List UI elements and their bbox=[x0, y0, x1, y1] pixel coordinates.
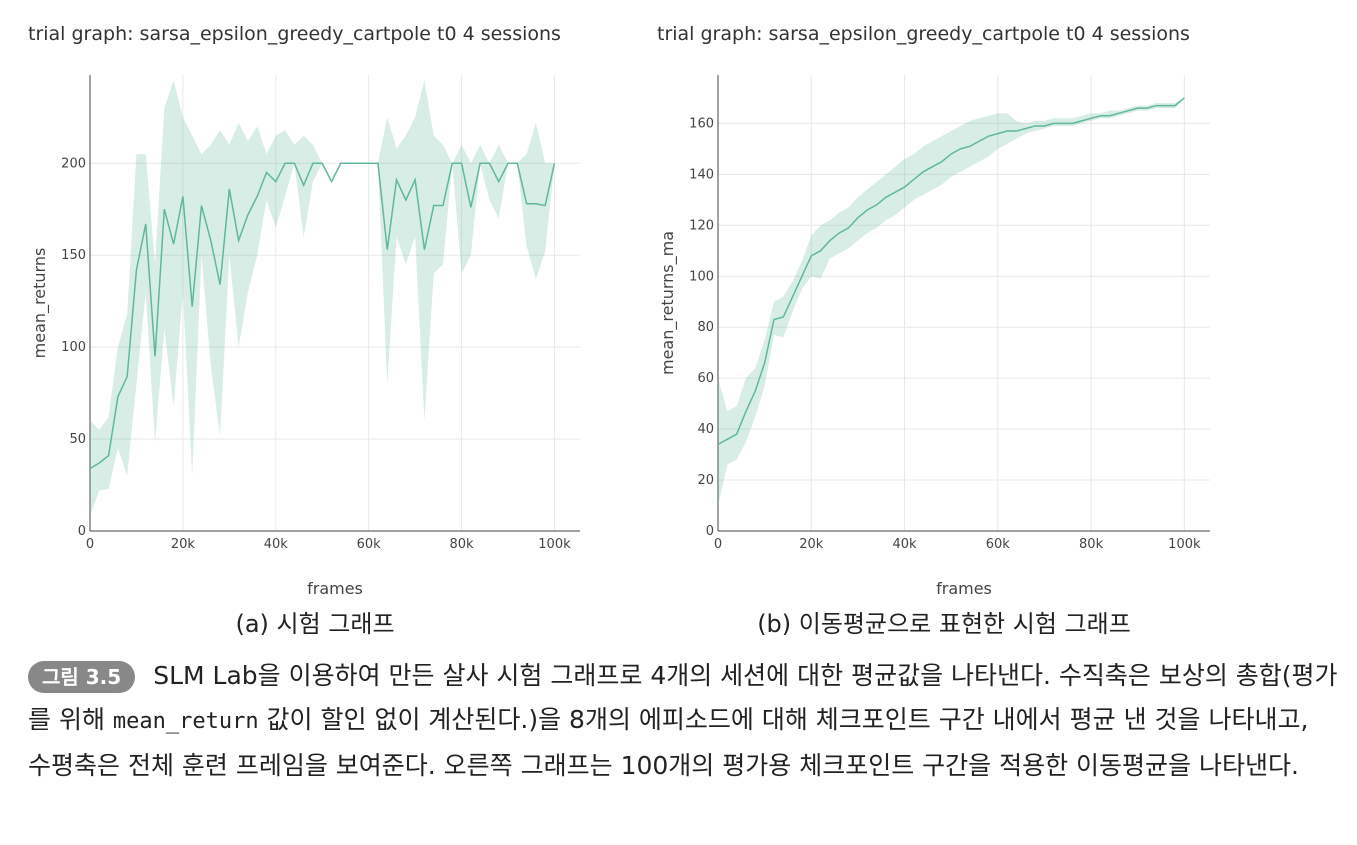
y-tick-label: 160 bbox=[689, 116, 714, 131]
y-tick-label: 20 bbox=[697, 473, 714, 488]
x-axis-label: frames bbox=[936, 579, 992, 598]
chart-title: trial graph: sarsa_epsilon_greedy_cartpo… bbox=[28, 23, 561, 45]
caption-code: mean_return bbox=[112, 709, 259, 734]
y-tick-label: 200 bbox=[61, 156, 86, 171]
y-tick-label: 60 bbox=[697, 371, 714, 386]
y-tick-label: 100 bbox=[61, 340, 86, 355]
y-tick-label: 100 bbox=[689, 269, 714, 284]
figure-label: 그림 3.5 bbox=[28, 661, 136, 693]
figure-caption: 그림 3.5 SLM Lab을 이용하여 만든 살사 시험 그래프로 4개의 세션… bbox=[28, 654, 1338, 788]
x-tick-label: 40k bbox=[893, 537, 918, 552]
x-tick-label: 0 bbox=[714, 537, 722, 552]
x-tick-label: 20k bbox=[799, 537, 824, 552]
band bbox=[90, 80, 555, 517]
figure: trial graph: sarsa_epsilon_greedy_cartpo… bbox=[28, 23, 1210, 638]
subcaption: (b) 이동평균으로 표현한 시험 그래프 bbox=[757, 610, 1131, 638]
subcaption: (a) 시험 그래프 bbox=[235, 610, 394, 638]
x-tick-label: 0 bbox=[86, 537, 94, 552]
x-tick-label: 20k bbox=[171, 537, 196, 552]
y-axis-label: mean_returns bbox=[30, 248, 50, 359]
x-tick-label: 80k bbox=[450, 537, 475, 552]
chart-title: trial graph: sarsa_epsilon_greedy_cartpo… bbox=[657, 23, 1190, 45]
x-axis-label: frames bbox=[307, 579, 363, 598]
x-tick-label: 80k bbox=[1079, 537, 1104, 552]
y-tick-label: 50 bbox=[69, 432, 86, 447]
x-tick-label: 100k bbox=[538, 537, 571, 552]
x-tick-label: 60k bbox=[986, 537, 1011, 552]
caption-text: 값이 할인 없이 계산된다.)을 8개의 에피소드에 대해 체크포인트 구간 내… bbox=[28, 705, 1309, 780]
y-tick-label: 40 bbox=[697, 422, 714, 437]
band bbox=[718, 97, 1185, 506]
y-tick-label: 0 bbox=[706, 524, 714, 539]
x-tick-label: 100k bbox=[1168, 537, 1201, 552]
y-axis-label: mean_returns_ma bbox=[658, 231, 678, 375]
y-tick-label: 150 bbox=[61, 248, 86, 263]
y-tick-label: 120 bbox=[689, 218, 714, 233]
y-tick-label: 80 bbox=[697, 320, 714, 335]
caption-text: SLM Lab을 이용하여 만든 살사 시험 그래프로 4개의 세션에 대한 평… bbox=[28, 661, 1338, 734]
y-tick-label: 140 bbox=[689, 167, 714, 182]
line bbox=[89, 162, 556, 470]
x-tick-label: 60k bbox=[357, 537, 382, 552]
x-tick-label: 40k bbox=[264, 537, 289, 552]
y-tick-label: 0 bbox=[78, 524, 86, 539]
line bbox=[717, 97, 1185, 446]
